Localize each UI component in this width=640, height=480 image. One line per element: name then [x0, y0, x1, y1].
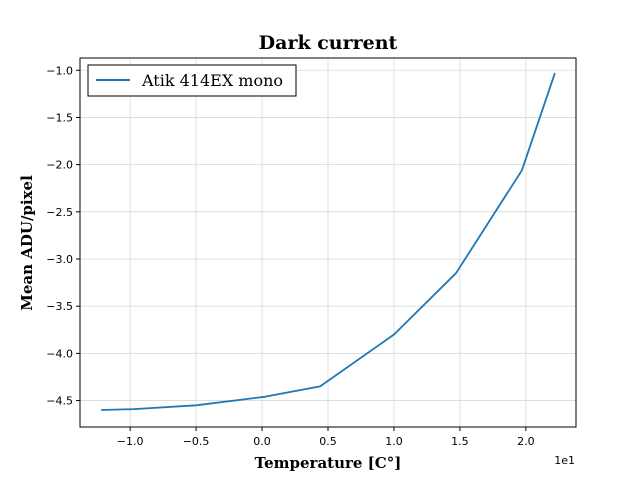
legend: Atik 414EX mono: [87, 64, 297, 97]
legend-label: Atik 414EX mono: [141, 71, 283, 90]
y-tick-label: −4.5: [46, 395, 73, 408]
y-tick-label: −2.5: [46, 206, 73, 219]
x-tick-label: 0.0: [253, 435, 271, 448]
y-tick-label: −1.0: [46, 64, 73, 77]
x-tick-label: −1.0: [117, 435, 144, 448]
x-axis-label: Temperature [C°]: [255, 454, 402, 472]
x-tick-label: 2.0: [517, 435, 535, 448]
x-tick-label: 0.5: [319, 435, 337, 448]
x-tick-label: 1.5: [451, 435, 469, 448]
series-line: [101, 72, 556, 411]
y-axis-label: Mean ADU/pixel: [18, 175, 36, 311]
grid: [80, 58, 576, 427]
x-offset-text: 1e1: [554, 454, 575, 467]
y-tick-label: −1.5: [46, 111, 73, 124]
y-tick-label: −3.0: [46, 253, 73, 266]
y-tick-label: −2.0: [46, 159, 73, 172]
y-tick-label: −3.5: [46, 300, 73, 313]
x-tick-label: −0.5: [183, 435, 210, 448]
x-axis: −1.0 −0.5 0.0 0.5 1.0 1.5 2.0: [117, 427, 535, 448]
series-group: [101, 72, 556, 411]
y-axis: −4.5 −4.0 −3.5 −3.0 −2.5 −2.0 −1.5 −1.0: [46, 64, 80, 408]
chart-title: Dark current: [259, 32, 398, 54]
y-tick-label: −4.0: [46, 347, 73, 360]
x-tick-label: 1.0: [385, 435, 403, 448]
